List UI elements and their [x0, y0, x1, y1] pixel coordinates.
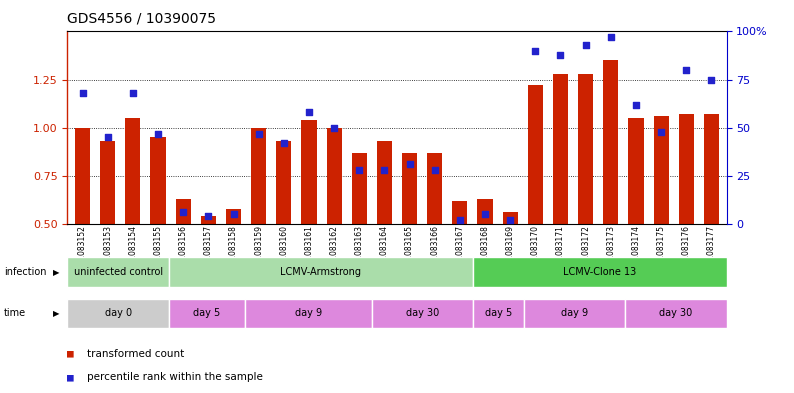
Bar [603, 60, 619, 224]
Point [680, 67, 692, 73]
Bar [578, 74, 593, 224]
Text: day 9: day 9 [295, 309, 322, 318]
Bar [67, 257, 169, 287]
Point [353, 167, 365, 173]
Bar [453, 201, 468, 224]
Text: ■: ■ [67, 372, 75, 382]
Bar [352, 153, 367, 224]
Text: day 5: day 5 [485, 309, 512, 318]
Bar [326, 128, 341, 224]
Text: uninfected control: uninfected control [74, 267, 163, 277]
Text: day 0: day 0 [105, 309, 132, 318]
Point [655, 129, 668, 135]
Bar [302, 120, 317, 224]
Bar [427, 153, 442, 224]
Bar [276, 141, 291, 224]
Point [604, 34, 617, 40]
Point [328, 125, 341, 131]
Text: day 30: day 30 [406, 309, 439, 318]
Bar [625, 299, 727, 328]
Point [126, 90, 139, 96]
Text: day 30: day 30 [659, 309, 692, 318]
Bar [151, 137, 166, 224]
Bar [125, 118, 141, 224]
Point [303, 109, 315, 116]
Point [529, 48, 542, 54]
Point [580, 42, 592, 48]
Point [479, 211, 491, 217]
Text: ▶: ▶ [53, 309, 60, 318]
Text: time: time [4, 309, 26, 318]
Point [705, 76, 718, 83]
Point [504, 217, 517, 223]
Bar [703, 114, 719, 224]
Point [554, 51, 567, 58]
Bar [169, 257, 473, 287]
Point [252, 130, 265, 137]
Bar [553, 74, 568, 224]
Bar [245, 299, 372, 328]
Bar [679, 114, 694, 224]
Point [227, 211, 240, 217]
Bar [377, 141, 392, 224]
Text: LCMV-Clone 13: LCMV-Clone 13 [563, 267, 637, 277]
Bar [372, 299, 473, 328]
Text: GDS4556 / 10390075: GDS4556 / 10390075 [67, 12, 217, 26]
Bar [169, 299, 245, 328]
Text: day 9: day 9 [561, 309, 588, 318]
Bar [175, 199, 191, 224]
Bar [628, 118, 643, 224]
Point [102, 134, 114, 140]
Text: percentile rank within the sample: percentile rank within the sample [87, 372, 264, 382]
Bar [653, 116, 669, 224]
Point [630, 101, 642, 108]
Bar [201, 216, 216, 224]
Text: ■: ■ [67, 349, 75, 359]
Point [202, 213, 214, 219]
Point [453, 217, 466, 223]
Bar [226, 209, 241, 224]
Point [429, 167, 441, 173]
Bar [402, 153, 417, 224]
Point [76, 90, 89, 96]
Bar [473, 257, 727, 287]
Text: infection: infection [4, 267, 47, 277]
Bar [524, 299, 625, 328]
Text: transformed count: transformed count [87, 349, 184, 359]
Bar [477, 199, 492, 224]
Bar [251, 128, 266, 224]
Bar [67, 299, 169, 328]
Bar [473, 299, 524, 328]
Point [277, 140, 290, 146]
Bar [528, 85, 543, 224]
Point [177, 209, 190, 216]
Text: ▶: ▶ [53, 268, 60, 277]
Bar [503, 213, 518, 224]
Point [152, 130, 164, 137]
Point [378, 167, 391, 173]
Bar [75, 128, 91, 224]
Text: day 5: day 5 [193, 309, 221, 318]
Text: LCMV-Armstrong: LCMV-Armstrong [280, 267, 361, 277]
Point [403, 161, 416, 167]
Bar [100, 141, 115, 224]
